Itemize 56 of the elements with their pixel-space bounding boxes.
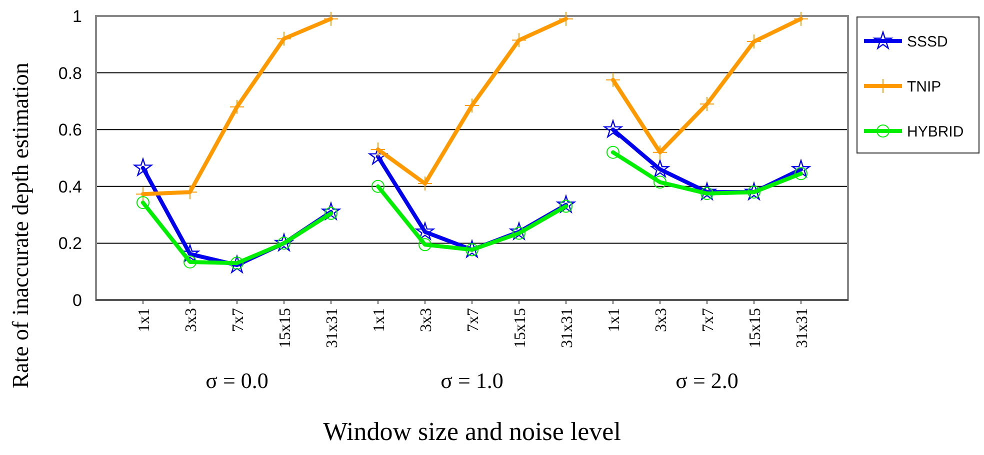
y-tick-label: 0.8 xyxy=(58,64,82,83)
point xyxy=(416,222,434,240)
point xyxy=(650,160,670,178)
y-tick-label: 1 xyxy=(72,6,82,26)
point xyxy=(794,11,808,26)
point xyxy=(418,176,432,192)
point xyxy=(606,72,620,88)
point xyxy=(230,99,244,114)
y-tick-label: 0.2 xyxy=(58,234,82,254)
x-tick-label: 31x31 xyxy=(794,308,811,348)
x-tick-label: 31x31 xyxy=(324,308,341,348)
x-tick-label: 31x31 xyxy=(559,308,576,348)
x-tick-label: 1x1 xyxy=(136,308,153,332)
point xyxy=(652,144,668,160)
point xyxy=(372,180,384,193)
x-tick-label: 7x7 xyxy=(230,308,247,332)
x-tick-label: 1x1 xyxy=(606,308,623,332)
text: σ = 0.0 xyxy=(206,368,268,393)
x-tick-label: 15x15 xyxy=(747,308,764,348)
x-tick-label: 15x15 xyxy=(512,308,529,348)
x-tick-label: 7x7 xyxy=(700,308,717,332)
x-tick-label: 3x3 xyxy=(418,308,435,332)
point xyxy=(746,34,762,50)
legend-label: SSSD xyxy=(907,33,948,50)
y-tick-label: 0.6 xyxy=(58,120,82,140)
x-tick-label: 3x3 xyxy=(183,308,200,332)
x-tick-label: 3x3 xyxy=(653,308,670,332)
point xyxy=(276,31,292,46)
x-tick-label: 15x15 xyxy=(277,308,294,348)
legend-label: HYBRID xyxy=(907,123,964,140)
text: σ = 1.0 xyxy=(440,368,504,393)
point xyxy=(792,160,810,178)
point xyxy=(556,195,576,213)
point xyxy=(322,202,340,220)
legend-label: TNIP xyxy=(907,78,942,96)
point xyxy=(466,243,478,256)
point xyxy=(324,11,338,26)
text: σ = 2.0 xyxy=(676,368,738,393)
point xyxy=(512,32,526,48)
point xyxy=(604,120,622,138)
y-tick-label: 0.4 xyxy=(58,177,82,196)
x-tick-label: 7x7 xyxy=(465,308,482,332)
x-axis-title: Window size and noise level xyxy=(323,417,621,446)
y-axis-title: Rate of inaccurate depth estimation xyxy=(8,62,33,388)
point xyxy=(134,158,152,176)
point xyxy=(274,234,294,252)
point xyxy=(654,176,666,189)
x-tick-label: 1x1 xyxy=(371,308,388,332)
point xyxy=(464,98,480,113)
point xyxy=(558,11,574,26)
point xyxy=(136,196,150,210)
point xyxy=(418,238,432,252)
point xyxy=(184,255,196,268)
y-tick-label: 0 xyxy=(72,290,82,310)
point xyxy=(700,96,714,112)
point xyxy=(606,146,620,159)
